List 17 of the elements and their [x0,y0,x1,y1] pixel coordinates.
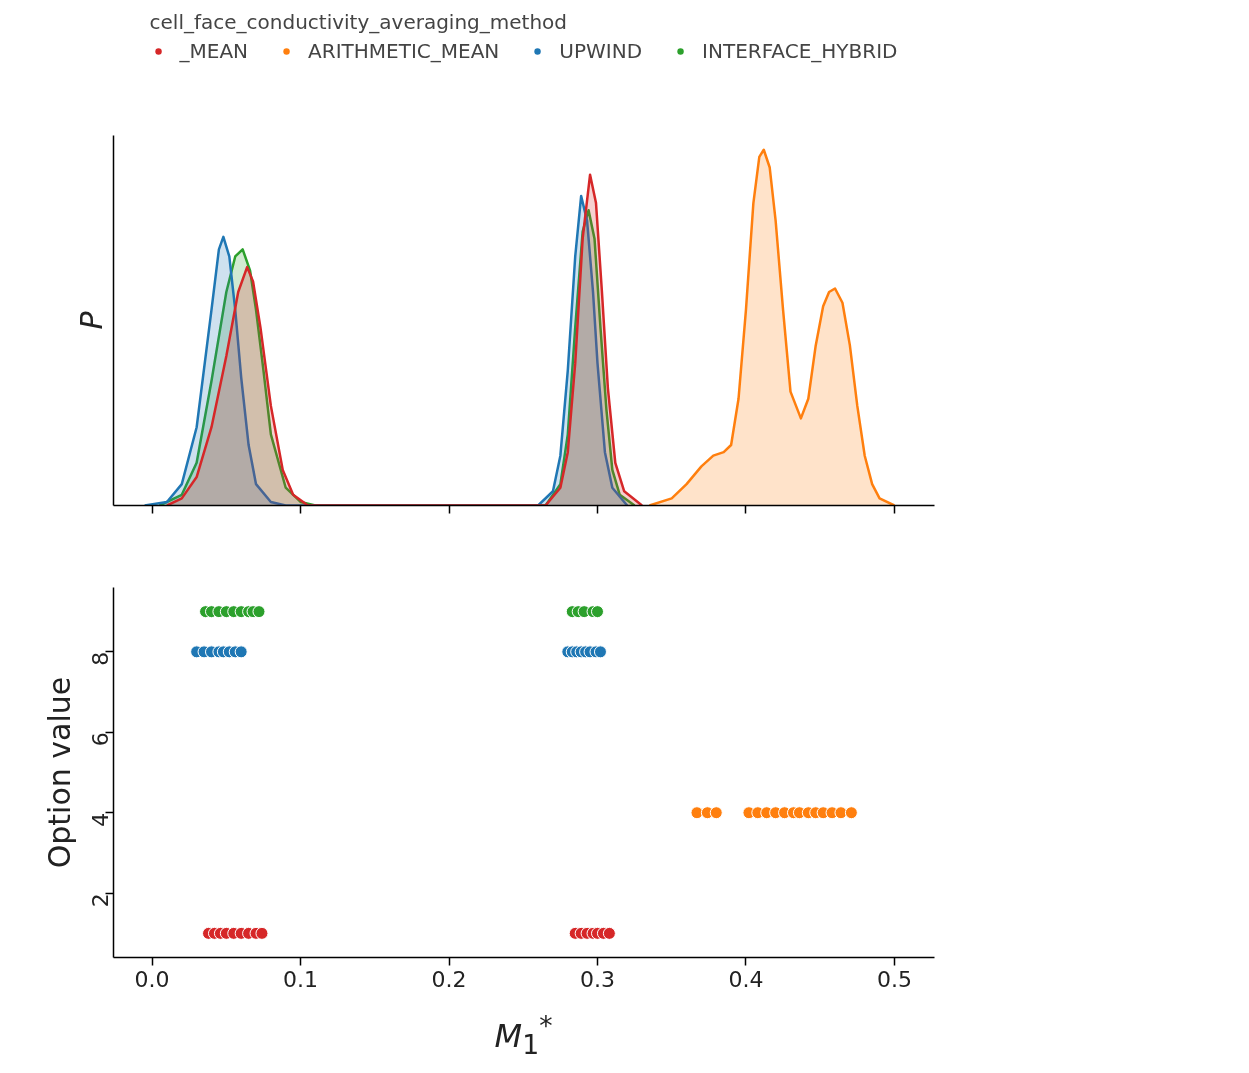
x-tick-label: 0.1 [283,966,319,992]
y-axis-title: P [73,310,109,330]
y-tick-label: 8 [88,651,114,666]
legend-label: UPWIND [559,39,643,63]
legend-title: cell_face_conductivity_averaging_method [149,10,569,34]
x-tick-label: 0.3 [580,966,615,992]
y-axis-title: Option value [41,676,77,869]
x-tick-label: 0.4 [728,966,764,992]
legend-label: ARITHMETIC_MEAN [308,39,500,63]
legend-label: INTERFACE_HYBRID [702,39,898,63]
y-tick-label: 6 [88,732,114,747]
x-tick-label: 0.2 [431,966,467,992]
legend-label: _MEAN [179,39,249,63]
x-tick-label: 0.0 [134,966,170,992]
y-tick-label: 4 [88,812,114,827]
x-tick-label: 0.5 [876,966,912,992]
y-tick-label: 2 [88,893,114,908]
